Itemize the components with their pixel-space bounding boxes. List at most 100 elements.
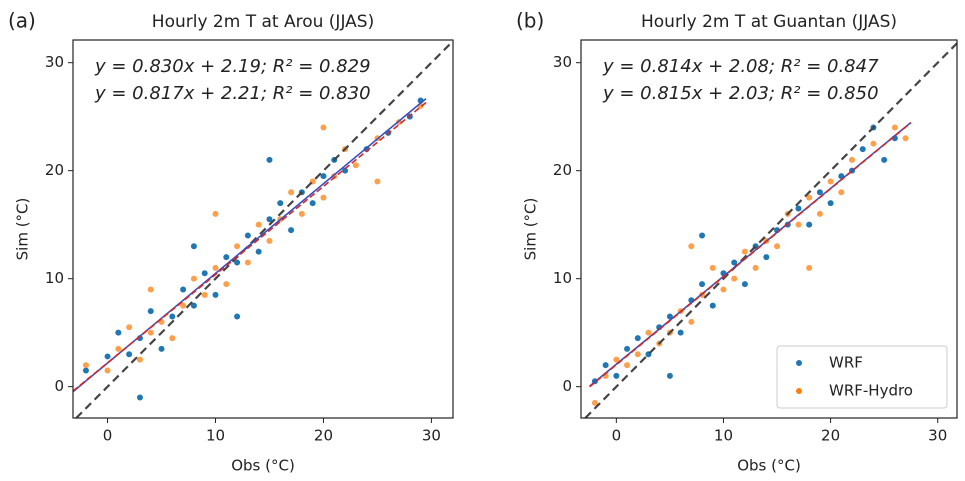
- scatter-point: [645, 329, 652, 336]
- legend-label: WRF: [829, 354, 863, 372]
- legend-marker: [796, 388, 802, 394]
- scatter-point: [891, 124, 898, 131]
- scatter-point: [277, 200, 284, 207]
- scatter-point: [190, 275, 197, 282]
- scatter-point: [624, 345, 631, 352]
- panel-label: (a): [8, 9, 36, 33]
- scatter-point: [82, 367, 89, 374]
- scatter-point: [634, 351, 641, 358]
- scatter-point: [827, 200, 834, 207]
- y-tick-label: 0: [562, 377, 572, 395]
- scatter-point: [613, 372, 620, 379]
- x-tick-label: 20: [821, 427, 840, 445]
- y-tick-label: 0: [54, 377, 64, 395]
- scatter-point: [266, 237, 273, 244]
- scatter-point: [352, 162, 359, 169]
- scatter-point: [827, 178, 834, 185]
- scatter-point: [234, 259, 241, 266]
- scatter-point: [266, 216, 273, 223]
- scatter-point: [298, 210, 305, 217]
- scatter-point: [816, 189, 823, 196]
- scatter-point: [342, 167, 349, 174]
- scatter-point: [731, 259, 738, 266]
- scatter-point: [266, 156, 273, 163]
- fit-annotation: y = 0.817x + 2.21; R² = 0.830: [94, 83, 371, 104]
- y-tick-label: 20: [45, 161, 64, 179]
- scatter-point: [115, 329, 122, 336]
- y-tick-label: 20: [553, 161, 572, 179]
- scatter-point: [82, 362, 89, 369]
- scatter-point: [795, 205, 802, 212]
- x-tick-label: 0: [612, 427, 622, 445]
- scatter-point: [136, 394, 143, 401]
- scatter-point: [201, 270, 208, 277]
- y-tick-label: 10: [553, 269, 572, 287]
- scatter-point: [688, 243, 695, 250]
- scatter-point: [234, 313, 241, 320]
- scatter-point: [709, 264, 716, 271]
- chart-title: Hourly 2m T at Arou (JJAS): [152, 12, 374, 32]
- scatter-point: [591, 399, 598, 406]
- y-tick-label: 30: [45, 53, 64, 71]
- fit-annotation: y = 0.814x + 2.08; R² = 0.847: [602, 56, 879, 77]
- y-tick-label: 30: [553, 53, 572, 71]
- legend-box: [776, 345, 948, 409]
- x-tick-label: 10: [714, 427, 733, 445]
- x-axis-label: Obs (°C): [231, 457, 295, 475]
- scatter-point: [234, 243, 241, 250]
- scatter-point: [255, 221, 262, 228]
- fit-line: [589, 122, 912, 388]
- scatter-point: [201, 291, 208, 298]
- scatter-point: [147, 329, 154, 336]
- scatter-point: [288, 189, 295, 196]
- scatter-point: [147, 286, 154, 293]
- scatter-point: [223, 281, 230, 288]
- plot-frame: [72, 39, 454, 419]
- scatter-point: [126, 324, 133, 331]
- scatter-point: [320, 194, 327, 201]
- scatter-point: [741, 281, 748, 288]
- scatter-point: [136, 356, 143, 363]
- y-axis-label: Sim (°C): [522, 198, 540, 261]
- scatter-point: [212, 264, 219, 271]
- scatter-point: [158, 345, 165, 352]
- scatter-point: [126, 351, 133, 358]
- scatter-point: [169, 313, 176, 320]
- scatter-point: [180, 286, 187, 293]
- panel-label: (b): [516, 9, 544, 33]
- scatter-point: [190, 243, 197, 250]
- scatter-point: [212, 210, 219, 217]
- fit-annotation: y = 0.830x + 2.19; R² = 0.829: [94, 56, 371, 77]
- scatter-point: [795, 221, 802, 228]
- scatter-point: [709, 302, 716, 309]
- scatter-point: [870, 140, 877, 147]
- scatter-point: [320, 124, 327, 131]
- scatter-point: [699, 232, 706, 239]
- scatter-point: [763, 254, 770, 261]
- fit-line: [72, 101, 427, 392]
- scatter-point: [613, 356, 620, 363]
- scatter-point: [902, 135, 909, 142]
- scatter-point: [806, 221, 813, 228]
- scatter-point: [806, 194, 813, 201]
- scatter-point: [634, 335, 641, 342]
- one-to-one-line: [75, 40, 454, 419]
- y-axis-label: Sim (°C): [14, 198, 32, 261]
- legend-marker: [796, 360, 802, 366]
- scatter-point: [752, 264, 759, 271]
- x-tick-label: 0: [103, 427, 113, 445]
- scatter-point: [104, 353, 111, 360]
- scatter-point: [666, 372, 673, 379]
- scatter-point: [374, 178, 381, 185]
- fit-annotation: y = 0.815x + 2.03; R² = 0.850: [602, 83, 879, 104]
- scatter-point: [320, 173, 327, 180]
- scatter-point: [677, 329, 684, 336]
- scatter-point: [838, 189, 845, 196]
- scatter-point: [731, 275, 738, 282]
- scatter-point: [666, 313, 673, 320]
- scatter-point: [169, 335, 176, 342]
- scatter-point: [849, 156, 856, 163]
- scatter-point: [774, 243, 781, 250]
- scatter-point: [688, 318, 695, 325]
